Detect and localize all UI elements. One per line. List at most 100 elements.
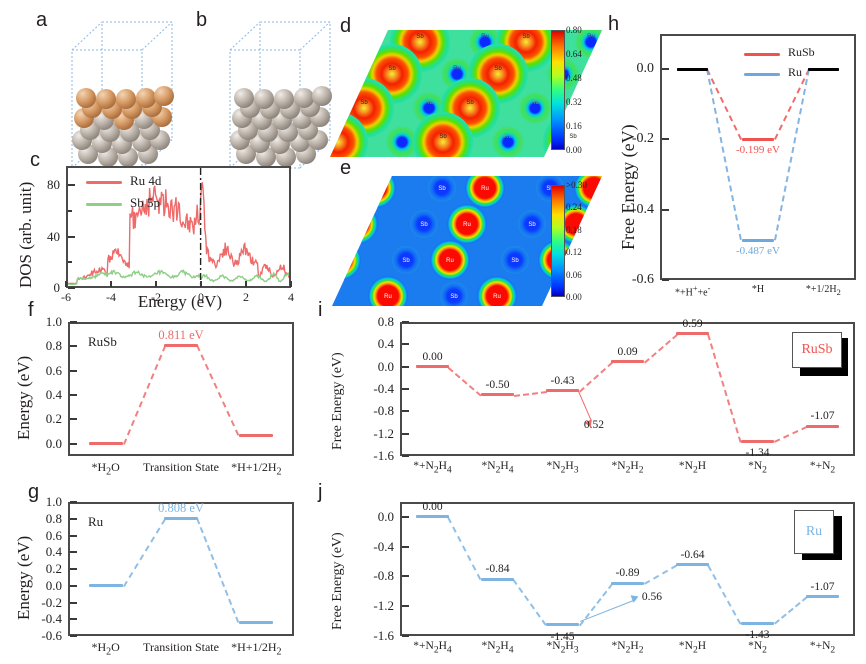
panel-e-cbtick-2: 0.18 [566,224,582,235]
svg-text:Sb: Sb [388,66,396,72]
j-level-0-0 [416,515,449,519]
f-level-0-0 [88,442,123,446]
panel-c-xlabel: Energy (eV) [137,292,223,311]
f-xtick-1: Transition State [143,460,219,474]
panel-c-xtick-1: -4 [106,290,116,304]
g-xtick-1: Transition State [143,640,219,654]
g-xtick-0: *H2O [91,640,120,658]
panel-c-xtick-mark-0 [65,281,67,287]
panel-e-cbtick-3: 0.12 [566,247,582,258]
f-ytick-0: 1.0 [45,314,62,329]
i-value-label-1: -0.50 [485,378,510,391]
g-ytick-6: -0.2 [41,594,62,610]
j-value-label-0: 0.00 [422,500,443,513]
g-ytick-8: -0.6 [41,628,62,643]
svg-text:Sb: Sb [546,186,554,192]
svg-text:Sb: Sb [420,222,428,228]
panel-c-minor-60 [68,209,72,212]
g-ytick-mark-5 [70,584,77,587]
panel-h-legend-label-ru: Ru [788,65,803,79]
g-level-0-0 [88,584,123,588]
i-ytick-3: -0.4 [373,381,394,396]
i-ytick-2: 0.0 [377,358,394,374]
h-series-label-1: -0.487 eV [736,245,780,258]
i-xtick-6: *+N2 [809,460,836,476]
j-value-label-2: -1.45 [550,630,575,643]
i-ytick-mark-0 [402,321,409,323]
panel-e-cbtick-5: 0.00 [566,292,582,302]
panel-c-plot-area [66,166,291,288]
j-level-0-3 [611,581,644,585]
i-ytick-mark-1 [402,343,409,346]
i-ytick-0: 0.8 [377,314,394,329]
panel-c-xtick-mark-4 [245,281,247,287]
i-xtick-2: *N2H3 [546,460,579,476]
h-xtick-2: *+1/2H2 [805,284,841,297]
svg-text:Sb: Sb [569,134,577,140]
panel-d-cbtick-4: 0.16 [566,121,582,131]
svg-text:Ru: Ru [384,294,392,300]
i-ytick-6: -1.6 [373,448,394,463]
j-ytick-mark-1 [402,545,409,548]
panel-e-cbtick-1: 0.24 [566,202,582,213]
i-value-label-6: -1.07 [810,410,835,423]
panel-c-xtick-mark-1 [110,281,112,287]
panel-d-cbtick-0: 0.80 [566,25,582,35]
j-xtick-3: *N2H2 [611,640,644,656]
panel-c-dos-curves [68,168,289,286]
atom-cluster-rusb [72,86,174,167]
panel-j-ylabel: Free Energy (eV) [330,532,345,630]
i-xtick-1: *N2H4 [481,460,514,476]
i-xtick-5: *N2 [748,460,767,476]
h-ytick-mark-0 [662,68,669,71]
panel-b-svg [229,21,332,169]
panel-c-minor-0 [68,287,72,289]
panel-c-xtick-2: -2 [151,290,161,304]
j-level-0-5 [741,621,774,625]
j-xtick-6: *+N2 [809,640,836,656]
f-ytick-mark-2 [70,369,77,372]
svg-text:Ru: Ru [504,134,512,140]
svg-text:Ru: Ru [337,258,345,264]
svg-text:Sb: Sb [416,34,424,40]
j-ytick-1: -0.4 [373,538,394,554]
panel-g-plot-area [68,502,294,636]
h-ytick-mark-2 [662,208,669,211]
f-xtick-2: *H+1/2H2 [231,460,282,478]
panel-f-system-label: RuSb [88,334,117,349]
svg-text:Sb: Sb [402,258,410,264]
panel-c-xtick-mark-5 [290,281,292,287]
panel-d-cbtick-1: 0.64 [566,49,582,59]
f-ytick-4: 0.2 [45,411,62,427]
svg-text:Ru: Ru [481,186,489,192]
i-ytick-5: -1.2 [373,425,394,441]
j-ytick-3: -1.2 [373,598,394,614]
atom-cluster-ru [230,86,332,167]
g-ytick-0: 1.0 [45,494,62,509]
f-ytick-2: 0.6 [45,362,62,378]
j-level-0-4 [676,563,709,567]
g-ytick-3: 0.4 [45,544,62,560]
j-annotation-label: 0.56 [641,590,662,603]
panel-g-system-label: Ru [88,514,104,529]
panel-c-legend-label-1: Sb 5p [130,195,160,210]
j-xtick-4: *N2H [678,640,707,656]
i-level-0-3 [611,360,644,364]
panel-c-minor-80 [68,184,72,187]
j-ytick-mark-2 [402,575,409,578]
j-xtick-0: *+N2H4 [413,640,452,656]
i-level-0-0 [416,365,449,369]
f-ytick-mark-4 [70,418,77,421]
svg-text:Sb: Sb [511,258,519,264]
panel-d-colorbar [551,30,565,150]
panel-label-i: i [318,299,323,321]
panel-a-svg [71,21,174,169]
j-value-label-3: -0.89 [615,567,640,580]
panel-label-a: a [36,9,48,31]
panel-h-legend-label-rusb: RuSb [788,45,815,59]
j-value-label-1: -0.84 [485,563,510,576]
panel-e-cbtick-0: >0.30 [566,180,587,190]
panel-c-minor-20 [68,261,72,264]
j-ytick-0: 0.0 [377,508,394,524]
panel-c-xtick-0: -6 [61,290,71,304]
